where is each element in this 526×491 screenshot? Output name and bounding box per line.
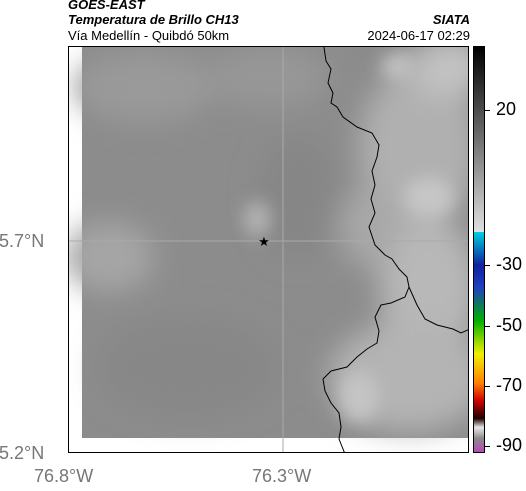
star-marker: ★ [258,234,270,249]
lon-label-76.8: 76.8°W [34,466,94,486]
datetime-label: 2024-06-17 02:29 [367,28,470,43]
lat-label-5.2: 5.2°N [0,443,45,463]
lon-label-76.3: 76.3°W [252,466,312,486]
boundary-line-east [408,286,468,334]
colorbar-label-minus70: -70 [496,375,523,395]
colorbar-label-minus30: -30 [496,254,523,274]
bright-spots [243,53,454,422]
satellite-map[interactable]: ★ [68,46,469,453]
colorbar-label-20: 20 [496,99,517,119]
satellite-title: GOES-EAST [68,0,145,12]
colorbar-label-minus90: -90 [496,435,523,455]
boundary-line [322,47,410,452]
brand-label: SIATA [432,12,470,27]
map-canvas: ★ [69,47,468,452]
product-title: Temperatura de Brillo CH13 [68,12,239,27]
colorbar [473,46,485,453]
colorbar-label-minus50: -50 [496,315,523,335]
region-subtitle: Vía Medellín - Quibdó 50km [68,28,230,43]
lat-label-5.7: 5.7°N [0,231,45,251]
